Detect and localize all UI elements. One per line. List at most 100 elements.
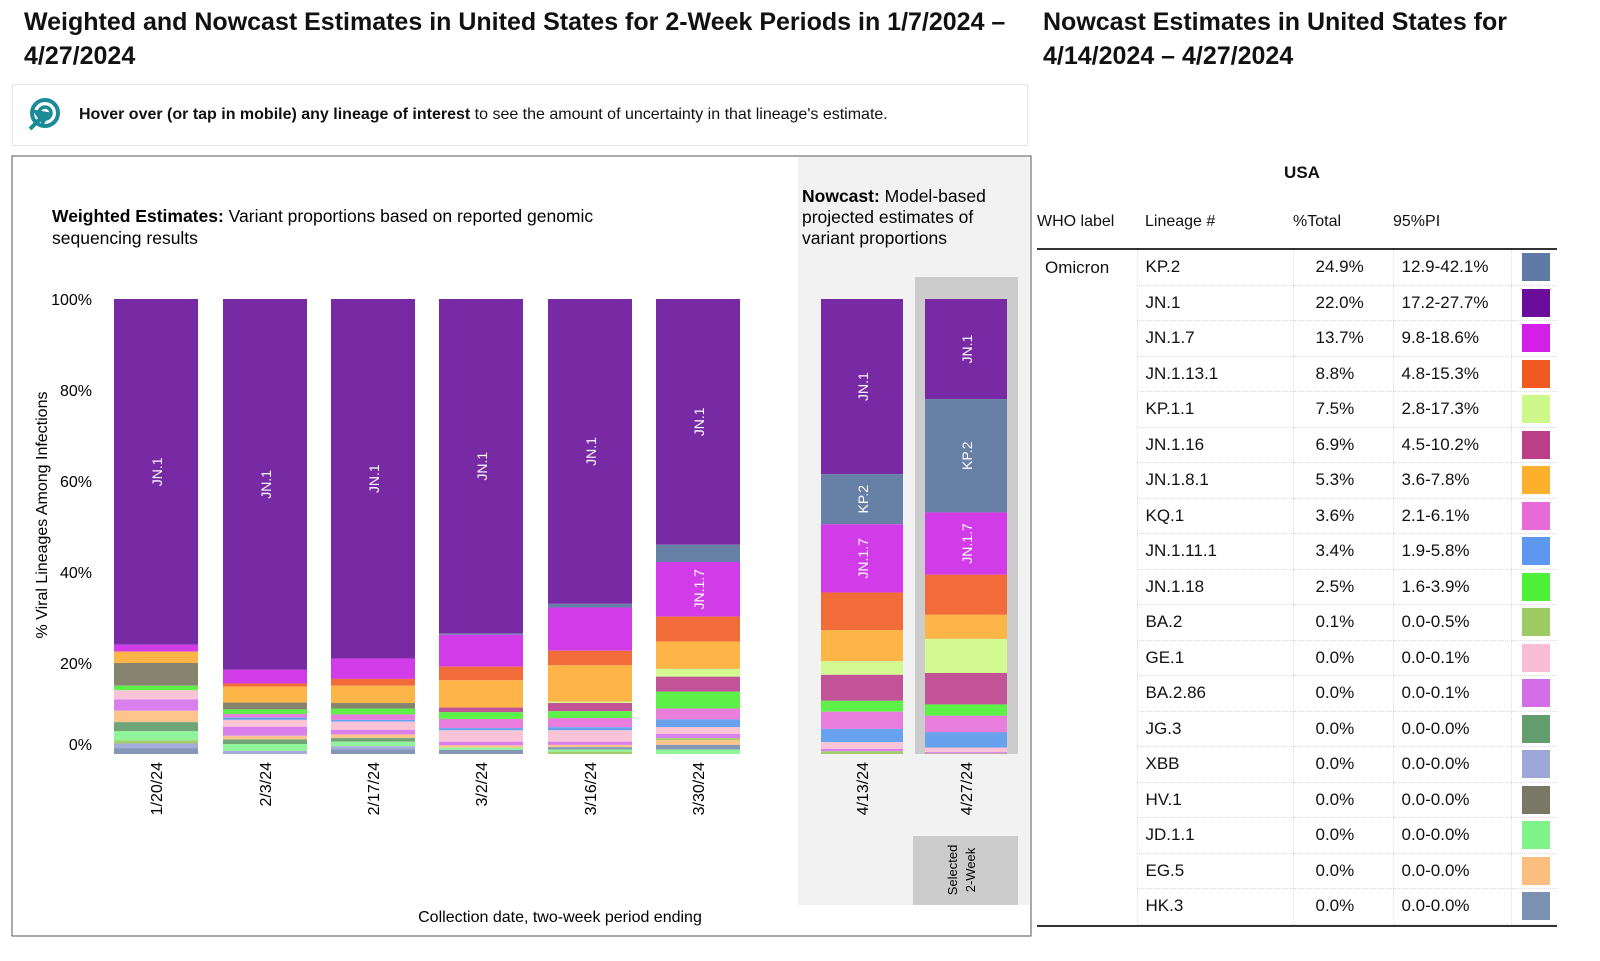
segment-HV.1[interactable] (114, 663, 198, 686)
table-row[interactable]: EG.5 0.0% 0.0-0.0% (1037, 853, 1557, 889)
table-row[interactable]: HK.3 0.0% 0.0-0.0% (1037, 888, 1557, 925)
table-row[interactable]: KQ.1 3.6% 2.1-6.1% (1037, 498, 1557, 534)
bar-3-16-24[interactable]: JN.1 (548, 299, 632, 754)
segment-GE.1[interactable] (439, 730, 523, 742)
segment-JN.1[interactable] (656, 299, 740, 545)
bar-4-27-24[interactable]: JN.1 KP.2 JN.1.7 (925, 299, 1007, 755)
table-row[interactable]: HV.1 0.0% 0.0-0.0% (1037, 782, 1557, 818)
segment-KQ.1[interactable] (439, 718, 523, 729)
segment-KP.1.1[interactable] (925, 638, 1007, 674)
segment-JN.1.16[interactable] (656, 676, 740, 692)
segment-BA.2.86[interactable] (223, 726, 307, 736)
segment-JN.1[interactable] (925, 299, 1007, 400)
segment-JN.1.13.1[interactable] (548, 650, 632, 666)
segment-BA.2.86[interactable] (656, 733, 740, 739)
segment-JN.1.7[interactable] (223, 669, 307, 684)
segment-JD.1.1[interactable] (331, 741, 415, 747)
segment-EG.5[interactable] (548, 744, 632, 748)
segment-JN.1.11.1[interactable] (548, 727, 632, 731)
segment-BA.2[interactable] (548, 751, 632, 754)
segment-KQ.1[interactable] (656, 708, 740, 720)
segment-KP.1.1[interactable] (656, 668, 740, 677)
segment-EG.5[interactable] (223, 735, 307, 740)
table-row[interactable]: JN.1.7 13.7% 9.8-18.6% (1037, 320, 1557, 357)
segment-JN.1.8.1[interactable] (439, 680, 523, 708)
selected-period-box[interactable] (913, 836, 1018, 905)
segment-HV.1[interactable] (223, 702, 307, 710)
segment-JN.1.16[interactable] (548, 703, 632, 712)
segment-GE.1[interactable] (223, 719, 307, 727)
segment-KP.2[interactable] (656, 544, 740, 562)
segment-EG.5[interactable] (656, 740, 740, 745)
segment-JG.3[interactable] (223, 739, 307, 744)
segment-JN.1.18[interactable] (821, 700, 903, 712)
segment-JN.1.7[interactable] (656, 561, 740, 617)
segment-BA.2[interactable] (656, 738, 740, 741)
segment-JN.1.8.1[interactable] (114, 651, 198, 663)
bar-3-2-24[interactable]: JN.1 (439, 299, 523, 754)
bar-2-3-24[interactable]: JN.1 (223, 299, 307, 754)
segment-GE.1[interactable] (925, 747, 1007, 753)
table-row[interactable]: JG.3 0.0% 0.0-0.0% (1037, 711, 1557, 747)
segment-JN.1[interactable] (439, 299, 523, 634)
segment-EG.5[interactable] (331, 734, 415, 739)
segment-GE.1[interactable] (331, 721, 415, 730)
segment-HV.1[interactable] (331, 703, 415, 709)
segment-BA.2.86[interactable] (821, 748, 903, 752)
bar-3-30-24[interactable]: JN.1 JN.1.7 (656, 299, 740, 754)
segment-KP.2[interactable] (925, 399, 1007, 513)
table-row[interactable]: Omicron KP.2 24.9% 12.9-42.1% (1037, 249, 1557, 286)
segment-JN.1.11.1[interactable] (439, 728, 523, 731)
segment-JN.1.11.1[interactable] (925, 732, 1007, 748)
segment-JN.1.11.1[interactable] (223, 717, 307, 720)
segment-EG.5[interactable] (439, 745, 523, 748)
bar-1-20-24[interactable]: JN.1 (114, 299, 198, 754)
segment-JD.1.1[interactable] (548, 749, 632, 752)
segment-JN.1[interactable] (821, 299, 903, 475)
segment-JD.1.1[interactable] (114, 731, 198, 741)
segment-JN.1.13.1[interactable] (821, 592, 903, 631)
bar-4-13-24[interactable]: JN.1 KP.2 JN.1.7 (821, 299, 903, 754)
segment-XBB[interactable] (223, 750, 307, 754)
segment-KP.2[interactable] (439, 633, 523, 635)
segment-GE.1[interactable] (114, 690, 198, 700)
segment-JN.1.18[interactable] (331, 708, 415, 715)
segment-BA.2[interactable] (821, 751, 903, 754)
segment-JD.1.1[interactable] (656, 749, 740, 754)
segment-HK.3[interactable] (548, 747, 632, 750)
table-row[interactable]: JN.1.8.1 5.3% 3.6-7.8% (1037, 462, 1557, 499)
segment-KQ.1[interactable] (548, 718, 632, 728)
segment-JN.1[interactable] (114, 299, 198, 645)
segment-BA.2.86[interactable] (925, 752, 1007, 754)
segment-HK.3[interactable] (331, 749, 415, 754)
table-row[interactable]: JN.1.18 2.5% 1.6-3.9% (1037, 569, 1557, 605)
segment-XBB[interactable] (331, 746, 415, 750)
segment-JD.1.1[interactable] (223, 743, 307, 751)
segment-JN.1.16[interactable] (439, 707, 523, 713)
segment-KQ.1[interactable] (925, 715, 1007, 733)
segment-JN.1.18[interactable] (439, 712, 523, 719)
segment-HK.3[interactable] (656, 744, 740, 750)
table-row[interactable]: KP.1.1 7.5% 2.8-17.3% (1037, 391, 1557, 428)
segment-JN.1.7[interactable] (925, 512, 1007, 575)
segment-JN.1.18[interactable] (548, 711, 632, 719)
table-row[interactable]: JD.1.1 0.0% 0.0-0.0% (1037, 817, 1557, 854)
segment-JN.1.8.1[interactable] (821, 630, 903, 662)
segment-GE.1[interactable] (821, 742, 903, 749)
segment-JN.1.8.1[interactable] (656, 641, 740, 669)
table-row[interactable]: BA.2.86 0.0% 0.0-0.1% (1037, 675, 1557, 712)
segment-JN.1.13.1[interactable] (656, 616, 740, 642)
segment-KP.1.1[interactable] (821, 661, 903, 675)
segment-JG.3[interactable] (331, 738, 415, 742)
segment-JD.1.1[interactable] (439, 747, 523, 750)
table-row[interactable]: JN.1.11.1 3.4% 1.9-5.8% (1037, 533, 1557, 570)
segment-BA.2[interactable] (925, 753, 1007, 755)
table-row[interactable]: JN.1.16 6.9% 4.5-10.2% (1037, 427, 1557, 463)
segment-JN.1.7[interactable] (548, 607, 632, 651)
segment-XBB[interactable] (114, 743, 198, 749)
segment-KP.2[interactable] (548, 603, 632, 608)
segment-BA.2.86[interactable] (548, 741, 632, 745)
segment-JN.1.11.1[interactable] (821, 728, 903, 743)
segment-EG.5[interactable] (114, 710, 198, 723)
segment-GE.1[interactable] (656, 727, 740, 734)
